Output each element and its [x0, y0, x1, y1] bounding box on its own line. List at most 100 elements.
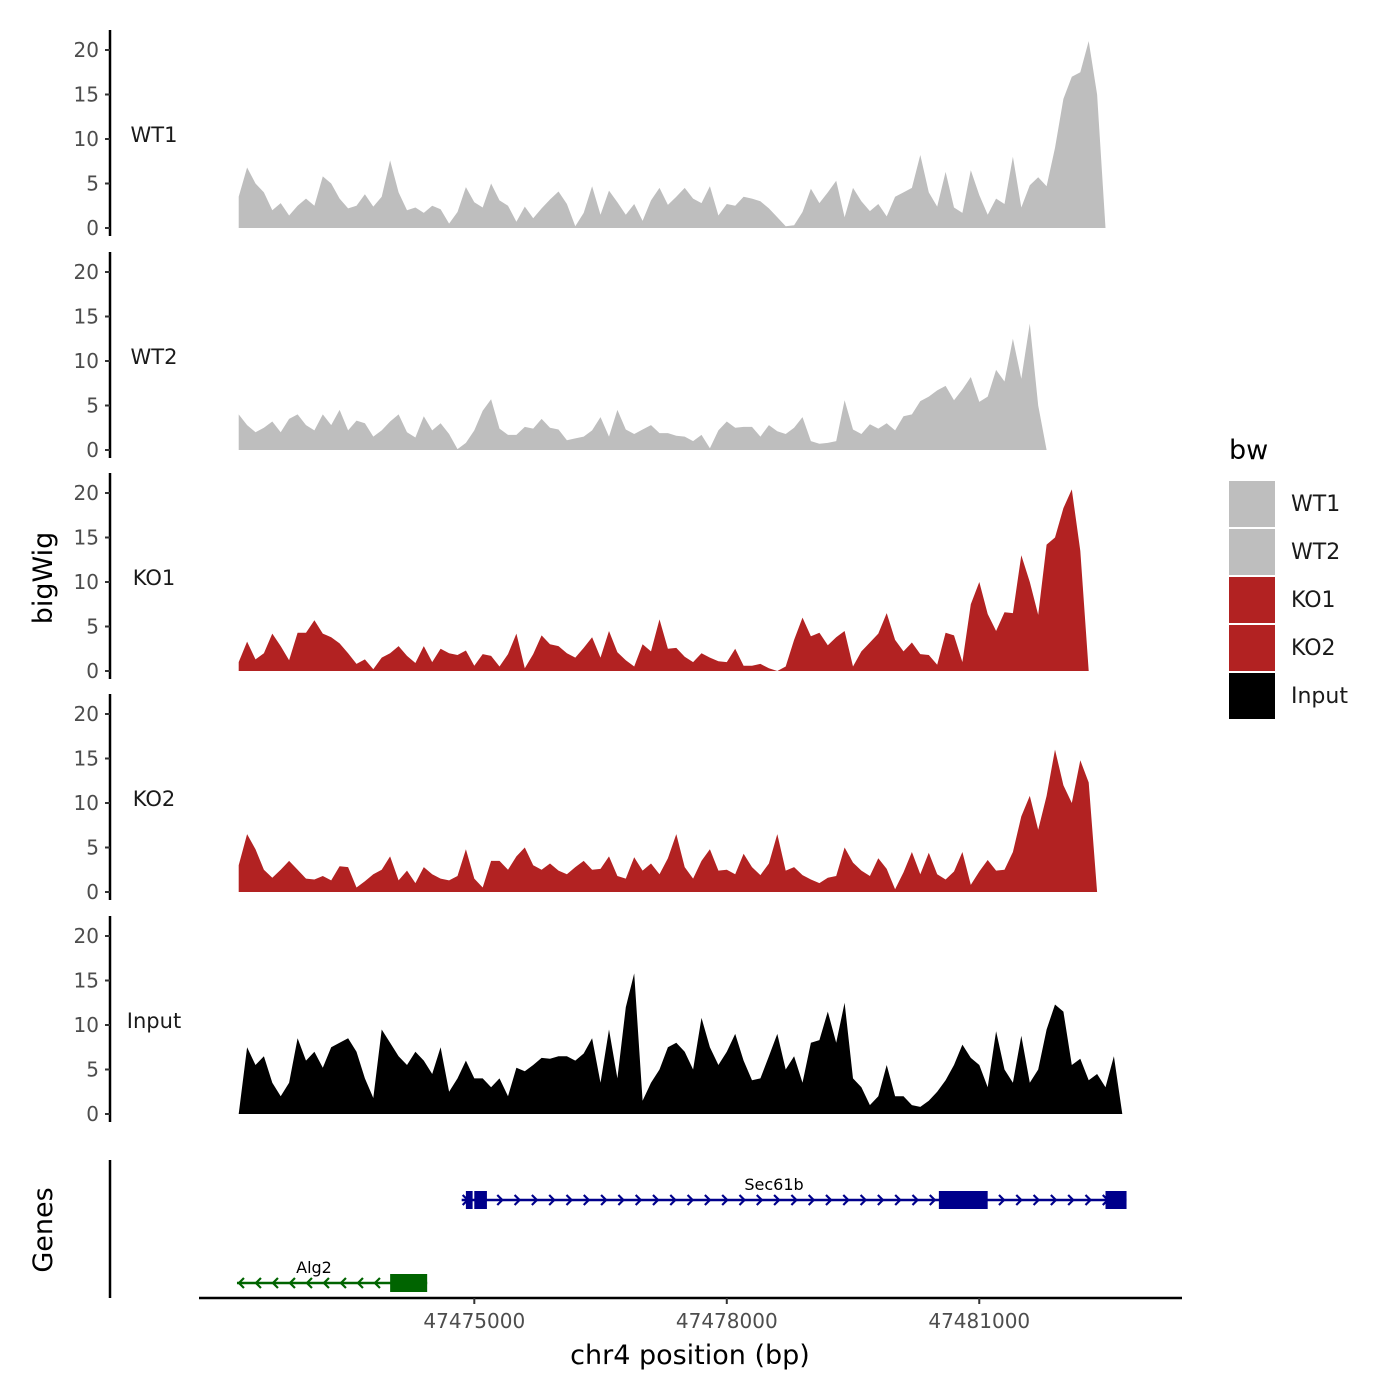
legend-item-ko2: KO2	[1229, 625, 1336, 671]
gene-sec61b: Sec61b	[461, 1175, 1127, 1209]
strand-chevron-right-icon	[755, 1194, 764, 1206]
y-tick-label: 15	[74, 83, 99, 107]
y-tick-label: 20	[74, 38, 99, 62]
strand-chevron-right-icon	[1050, 1194, 1058, 1206]
y-tick-label: 0	[86, 438, 99, 462]
strand-chevron-right-icon	[894, 1194, 902, 1206]
x-tick-label: 47475000	[423, 1309, 525, 1333]
legend-item-wt2: WT2	[1229, 529, 1340, 575]
gene-alg2: Alg2	[236, 1258, 428, 1292]
strand-chevron-right-icon	[1015, 1194, 1023, 1206]
y-tick-label: 15	[74, 305, 99, 329]
legend-swatch	[1229, 481, 1275, 527]
strand-chevron-left-icon	[305, 1277, 313, 1289]
signal-area-wt2	[238, 323, 1123, 450]
strand-chevron-right-icon	[859, 1194, 868, 1206]
y-tick-label: 15	[74, 526, 99, 550]
strand-chevron-right-icon	[1084, 1194, 1093, 1206]
gene-exon	[938, 1191, 988, 1209]
gene-exon	[474, 1191, 487, 1209]
strand-chevron-right-icon	[721, 1194, 729, 1206]
y-tick-label: 10	[74, 791, 99, 815]
gene-exon	[1105, 1191, 1127, 1209]
signal-area-input	[238, 973, 1123, 1114]
legend-swatch	[1229, 625, 1275, 671]
gene-exon	[390, 1274, 428, 1292]
y-tick-label: 15	[74, 747, 99, 771]
track-label-input: Input	[127, 1009, 181, 1033]
legend-item-wt1: WT1	[1229, 481, 1340, 527]
x-axis-title: chr4 position (bp)	[570, 1340, 810, 1371]
legend-label: Input	[1291, 684, 1348, 709]
track-ko2: 0 5 10 15 20 KO2	[74, 694, 1123, 904]
strand-chevron-left-icon	[339, 1277, 347, 1289]
strand-chevron-right-icon	[928, 1194, 937, 1206]
strand-chevron-right-icon	[911, 1194, 920, 1206]
strand-chevron-right-icon	[617, 1194, 625, 1206]
strand-chevron-right-icon	[773, 1194, 781, 1206]
y-tick-label: 10	[74, 570, 99, 594]
gene-track: Sec61b Alg2	[108, 1160, 1127, 1298]
strand-chevron-left-icon	[254, 1277, 262, 1289]
track-wt1: 0 5 10 15 20 WT1	[74, 30, 1123, 240]
y-tick-label: 5	[86, 394, 99, 418]
legend-item-input: Input	[1229, 673, 1348, 719]
strand-chevron-right-icon	[531, 1194, 539, 1206]
signal-area-ko1	[238, 489, 1123, 671]
legend-label: WT1	[1291, 492, 1340, 517]
strand-chevron-left-icon	[271, 1277, 279, 1289]
genes-axis-title: Genes	[28, 1187, 59, 1272]
y-tick-label: 0	[86, 216, 99, 240]
track-input: 0 5 10 15 20 Input	[74, 916, 1123, 1126]
x-tick-label: 47481000	[928, 1309, 1030, 1333]
strand-chevron-right-icon	[634, 1194, 643, 1206]
legend-swatch	[1229, 673, 1275, 719]
strand-chevron-left-icon	[288, 1277, 296, 1289]
y-tick-label: 5	[86, 615, 99, 639]
strand-chevron-left-icon	[237, 1277, 245, 1289]
legend-title: bw	[1229, 435, 1268, 466]
x-tick-label: 47478000	[676, 1309, 778, 1333]
gene-label-sec61b: Sec61b	[744, 1175, 803, 1194]
track-label-wt2: WT2	[131, 345, 178, 369]
y-tick-label: 5	[86, 836, 99, 860]
y-tick-label: 15	[74, 969, 99, 993]
legend-label: KO1	[1291, 588, 1336, 613]
track-label-wt1: WT1	[131, 123, 178, 147]
y-tick-label: 20	[74, 481, 99, 505]
strand-chevron-left-icon	[373, 1277, 381, 1289]
strand-chevron-right-icon	[842, 1194, 850, 1206]
strand-chevron-right-icon	[686, 1194, 695, 1206]
x-axis: 47475000 47478000 47481000	[199, 1296, 1182, 1333]
y-tick-label: 0	[86, 880, 99, 904]
y-tick-label: 10	[74, 127, 99, 151]
y-tick-label: 20	[74, 702, 99, 726]
signal-area-wt1	[238, 41, 1123, 228]
strand-chevron-right-icon	[1067, 1194, 1075, 1206]
y-tick-label: 10	[74, 1013, 99, 1037]
track-label-ko1: KO1	[133, 566, 176, 590]
strand-chevron-right-icon	[877, 1194, 885, 1206]
strand-chevron-right-icon	[513, 1194, 522, 1206]
strand-chevron-right-icon	[998, 1194, 1006, 1206]
strand-chevron-right-icon	[807, 1194, 816, 1206]
strand-chevron-right-icon	[548, 1194, 556, 1206]
strand-chevron-right-icon	[738, 1194, 747, 1206]
strand-chevron-right-icon	[565, 1194, 574, 1206]
gene-label-alg2: Alg2	[296, 1258, 332, 1277]
gene-exon	[465, 1191, 473, 1209]
strand-chevron-right-icon	[600, 1194, 608, 1206]
y-tick-label: 5	[86, 172, 99, 196]
strand-chevron-right-icon	[704, 1194, 712, 1206]
legend-label: WT2	[1291, 540, 1340, 565]
strand-chevron-right-icon	[669, 1194, 677, 1206]
legend-item-ko1: KO1	[1229, 577, 1336, 623]
y-tick-label: 0	[86, 1102, 99, 1126]
signal-area-ko2	[238, 749, 1123, 892]
legend: bw WT1 WT2 KO1 KO2 Input	[1229, 435, 1348, 719]
track-label-ko2: KO2	[133, 787, 176, 811]
y-tick-label: 20	[74, 260, 99, 284]
strand-chevron-left-icon	[322, 1277, 330, 1289]
y-tick-label: 5	[86, 1058, 99, 1082]
y-tick-label: 10	[74, 349, 99, 373]
